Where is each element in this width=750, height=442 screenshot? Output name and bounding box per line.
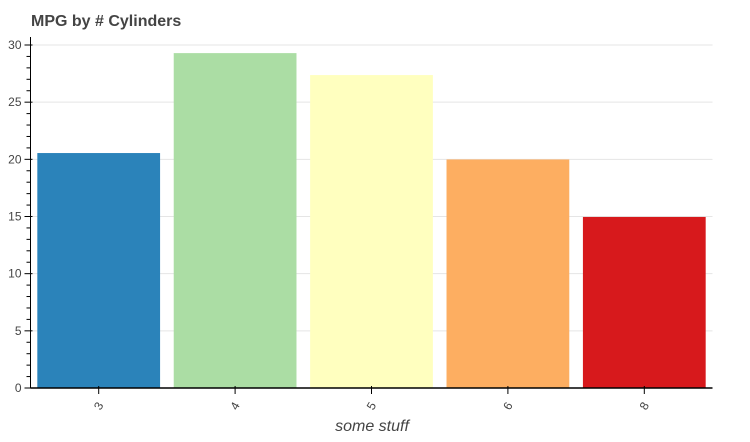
y-tick-label: 10 [8,267,22,281]
y-tick-label: 30 [8,38,22,52]
x-tick-label: 3 [91,399,107,412]
x-tick-label: 8 [637,399,653,412]
bar-5 [310,75,433,388]
y-tick-label: 15 [8,210,22,224]
bar-6 [446,159,570,388]
x-axis-label: some stuff [335,418,410,435]
x-tick-label: 5 [364,399,380,412]
bar-8 [582,216,706,388]
y-tick-label: 5 [15,324,22,338]
bar-3 [37,153,161,388]
bars [37,53,706,388]
x-tick-label: 6 [500,399,516,412]
chart-title: MPG by # Cylinders [31,13,181,30]
x-axis: 3 4 5 6 8 [30,386,713,412]
x-tick-label: 4 [227,399,243,412]
bar-4 [173,53,297,388]
y-tick-label: 0 [15,381,22,395]
y-axis: 0 5 10 15 20 25 30 [8,37,33,395]
y-tick-label: 25 [8,95,22,109]
y-tick-label: 20 [8,152,22,166]
